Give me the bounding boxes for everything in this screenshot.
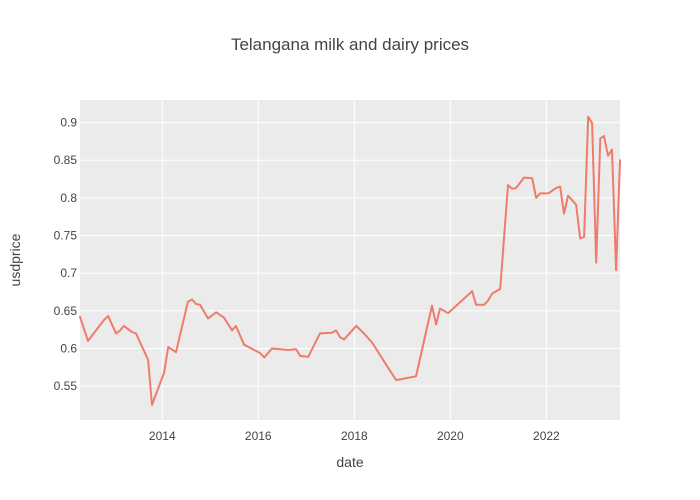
x-tick-label: 2018: [341, 429, 368, 443]
y-tick-label: 0.55: [54, 379, 78, 393]
series-line-usdprice: [79, 115, 621, 406]
y-tick-label: 0.9: [60, 116, 77, 130]
y-axis-tick-labels: 0.55 0.6 0.65 0.7 0.75 0.8 0.85 0.9: [54, 116, 78, 394]
x-tick-label: 2022: [533, 429, 560, 443]
y-tick-label: 0.6: [60, 341, 77, 355]
x-tick-label: 2016: [245, 429, 272, 443]
chart-title: Telangana milk and dairy prices: [231, 35, 469, 54]
y-tick-label: 0.75: [54, 229, 78, 243]
y-axis-title: usdprice: [7, 233, 23, 286]
x-axis-title: date: [336, 454, 363, 470]
y-tick-label: 0.85: [54, 153, 78, 167]
x-axis-tick-labels: 2014 2016 2018 2020 2022: [149, 429, 560, 443]
grid-lines: [80, 100, 620, 420]
plot-area: [79, 100, 621, 420]
y-tick-label: 0.65: [54, 304, 78, 318]
x-tick-label: 2014: [149, 429, 176, 443]
y-tick-label: 0.7: [60, 266, 77, 280]
plot-background: [80, 100, 620, 420]
x-tick-label: 2020: [437, 429, 464, 443]
y-tick-label: 0.8: [60, 191, 77, 205]
